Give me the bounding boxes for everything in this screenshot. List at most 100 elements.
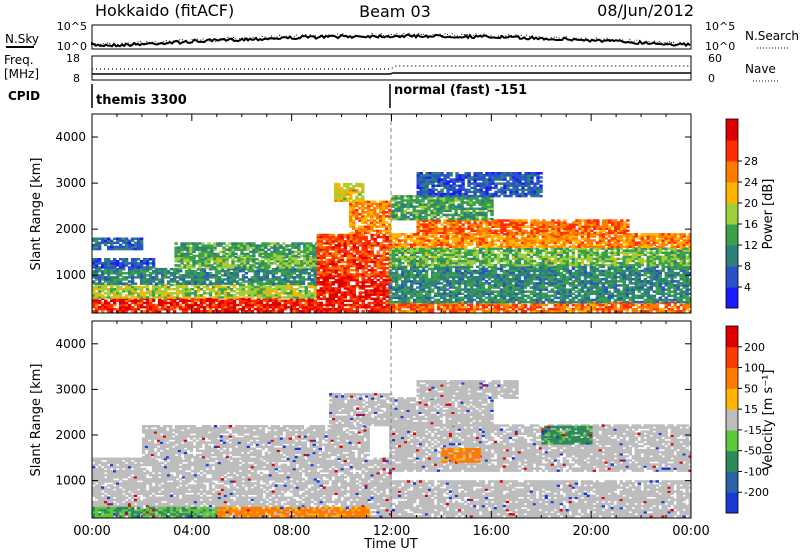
heatmap-cell [226,297,231,301]
heatmap-cell [367,231,371,235]
heatmap-cell [574,269,579,273]
heatmap-cell [682,310,686,313]
heatmap-cell [286,274,291,277]
heatmap-cell [310,303,314,307]
heatmap-cell [352,305,356,309]
heatmap-cell [481,288,486,291]
heatmap-cell [361,301,365,305]
heatmap-cell [655,273,659,277]
heatmap-cell [116,264,120,267]
heatmap-cell [196,297,201,301]
heatmap-cell [352,191,356,194]
heatmap-cell [208,301,213,305]
heatmap-cell [154,274,159,277]
heatmap-cell [416,290,420,293]
heatmap-cell [352,235,356,239]
heatmap-cell [133,267,138,271]
heatmap-cell [253,285,258,289]
heatmap-cell [98,243,102,247]
heatmap-cell [574,294,579,298]
heatmap-cell [180,258,184,261]
heatmap-cell [151,276,156,279]
heatmap-cell [255,258,259,261]
heatmap-cell [373,219,377,222]
heatmap-cell [160,276,165,279]
heatmap-cell [208,276,213,279]
heatmap-cell [334,299,338,303]
heatmap-cell [316,281,320,284]
heatmap-cell [184,296,189,299]
heatmap-cell [193,280,198,283]
heatmap-cell [136,241,141,245]
heatmap-cell [183,258,187,261]
heatmap-cell [276,246,280,249]
heatmap-cell [667,284,671,287]
heatmap-cell [184,287,189,291]
heatmap-cell [294,246,298,249]
heatmap-cell [98,269,102,273]
heatmap-cell [379,276,383,280]
heatmap-cell [331,264,335,268]
heatmap-cell [210,254,214,258]
heatmap-cell [172,292,177,295]
heatmap-cell [133,269,138,273]
heatmap-cell [410,273,414,277]
heatmap-cell [652,284,656,287]
heatmap-cell [416,267,420,271]
heatmap-cell [325,237,329,241]
heatmap-cell [508,303,513,307]
heatmap-cell [337,256,341,260]
heatmap-cell [364,202,368,206]
heatmap-cell [595,292,600,295]
heatmap-cell [574,303,579,307]
heatmap-cell [392,278,396,281]
heatmap-cell [250,294,255,297]
heatmap-cell [289,285,294,289]
heatmap-cell [395,284,399,287]
heatmap-cell [358,250,362,253]
heatmap-cell [634,282,638,285]
heatmap-cell [670,267,674,271]
heatmap-cell [157,267,162,271]
heatmap-cell [297,252,301,256]
heatmap-cell [95,260,99,263]
heatmap-cell [154,296,159,299]
heatmap-cell [297,266,301,269]
heatmap-cell [133,243,138,247]
heatmap-cell [92,237,96,240]
heatmap-cell [484,271,489,275]
heatmap-cell [270,254,274,258]
heatmap-cell [95,243,99,247]
heatmap-cell [685,305,689,309]
heatmap-cell [640,288,644,291]
heatmap-cell [517,282,522,285]
heatmap-cell [148,282,153,285]
heatmap-cell [385,276,389,280]
heatmap-cell [352,250,356,253]
heatmap-cell [655,303,659,307]
heatmap-cell [367,285,371,288]
heatmap-cell [568,294,573,298]
heatmap-cell [610,292,614,295]
heatmap-cell [592,307,597,311]
heatmap-cell [493,303,498,307]
heatmap-cell [676,271,680,275]
heatmap-cell [101,282,105,285]
heatmap-cell [312,266,316,269]
heatmap-cell [294,242,298,245]
heatmap-cell [610,267,614,271]
heatmap-cell [661,265,665,269]
heatmap-cell [376,217,380,220]
heatmap-cell [247,292,252,295]
heatmap-cell [198,254,202,258]
heatmap-cell [532,273,537,277]
heatmap-cell [661,307,665,311]
heatmap-cell [322,295,326,298]
heatmap-cell [187,294,192,297]
heatmap-cell [367,293,371,296]
heatmap-cell [273,246,277,249]
heatmap-cell [211,274,216,277]
heatmap-cell [619,284,623,287]
heatmap-cell [385,291,389,294]
heatmap-cell [225,260,229,263]
